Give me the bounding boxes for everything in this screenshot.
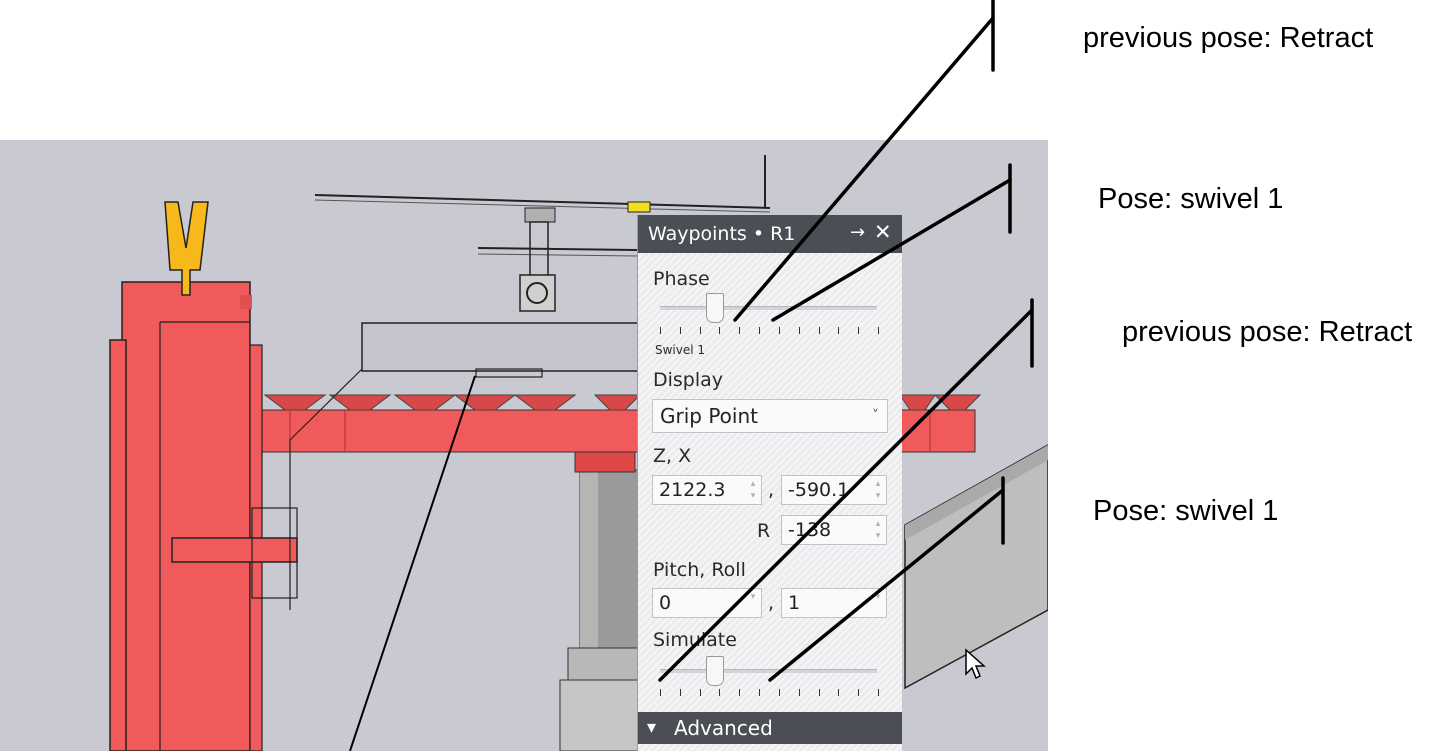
beam-mount xyxy=(574,451,636,473)
phase-label: Phase xyxy=(653,268,710,290)
slider-tick xyxy=(719,327,720,334)
yellow-marker xyxy=(627,201,651,213)
simulate-slider-ticks xyxy=(660,689,880,697)
x-value: -590.1 xyxy=(788,479,850,501)
display-select-value: Grip Point xyxy=(660,404,758,428)
slider-tick xyxy=(878,327,879,334)
slider-tick xyxy=(838,327,839,334)
phase-slider-ticks xyxy=(660,327,880,335)
red-arm-stub xyxy=(171,537,298,563)
red-machine xyxy=(121,281,251,751)
phase-slider-track[interactable] xyxy=(660,306,877,310)
tool-bar xyxy=(477,247,641,251)
chevron-circle-down-icon: ▾ xyxy=(647,717,657,738)
slider-tick xyxy=(660,689,661,696)
phase-slider-thumb[interactable] xyxy=(706,293,725,323)
slider-tick xyxy=(739,327,740,334)
pin-icon[interactable]: → xyxy=(850,222,866,243)
panel-titlebar[interactable]: Waypoints • R1 → ✕ xyxy=(638,215,902,253)
z-field[interactable]: 2122.3 ▴ ▾ xyxy=(652,475,762,505)
advanced-label: Advanced xyxy=(674,716,773,740)
r-label: R xyxy=(757,520,771,542)
pitch-stepper-icon[interactable]: ▾ xyxy=(750,592,756,602)
slider-tick xyxy=(819,689,820,696)
pitch-roll-label: Pitch, Roll xyxy=(653,559,746,581)
simulate-label: Simulate xyxy=(653,629,737,651)
slider-tick xyxy=(858,327,859,334)
annotation-previous-pose-1: previous pose: Retract xyxy=(1083,22,1374,54)
yellow-gripper xyxy=(164,201,209,296)
r-field[interactable]: -138 ▴ ▾ xyxy=(781,515,887,545)
column-highlight xyxy=(580,470,598,651)
slider-tick xyxy=(838,689,839,696)
housing-slot xyxy=(475,368,543,378)
slider-tick xyxy=(819,327,820,334)
slider-tick xyxy=(858,689,859,696)
column-base-lower xyxy=(559,679,641,751)
z-value: 2122.3 xyxy=(659,479,726,501)
slider-tick xyxy=(700,689,701,696)
robot-housing xyxy=(361,322,639,372)
slider-tick xyxy=(779,327,780,334)
slider-tick xyxy=(680,689,681,696)
x-stepper-icon[interactable]: ▴ ▾ xyxy=(875,479,881,501)
roll-stepper-icon[interactable]: ▾ xyxy=(875,592,881,602)
panel-title: Waypoints • R1 xyxy=(648,223,796,245)
slider-tick xyxy=(759,689,760,696)
zx-label: Z, X xyxy=(653,445,692,467)
phase-value-label: Swivel 1 xyxy=(655,343,706,357)
simulate-slider-track[interactable] xyxy=(660,669,877,673)
wrist-joint xyxy=(519,274,556,312)
pitch-field[interactable]: 0 ▾ xyxy=(652,588,762,618)
slider-tick xyxy=(799,689,800,696)
r-value: -138 xyxy=(788,519,832,541)
mouse-cursor-icon xyxy=(965,648,986,680)
slider-tick xyxy=(878,689,879,696)
r-stepper-icon[interactable]: ▴ ▾ xyxy=(875,519,881,541)
advanced-section-header[interactable]: ▾ Advanced xyxy=(638,712,902,744)
annotation-pose-swivel-2: Pose: swivel 1 xyxy=(1093,495,1279,527)
z-stepper-icon[interactable]: ▴ ▾ xyxy=(750,479,756,501)
slider-tick xyxy=(660,327,661,334)
simulate-slider-thumb[interactable] xyxy=(706,656,725,686)
roll-value: 1 xyxy=(788,592,801,614)
annotation-previous-pose-2: previous pose: Retract xyxy=(1122,316,1413,348)
slider-tick xyxy=(779,689,780,696)
display-label: Display xyxy=(653,369,724,391)
annotation-pose-swivel-1: Pose: swivel 1 xyxy=(1098,183,1284,215)
chevron-down-icon: ˅ xyxy=(872,408,879,424)
pitch-value: 0 xyxy=(659,592,672,614)
waypoints-panel: Waypoints • R1 → ✕ Phase Swivel 1 Displa… xyxy=(637,215,902,751)
close-icon[interactable]: ✕ xyxy=(874,220,892,244)
zx-separator: , xyxy=(768,479,775,501)
slider-tick xyxy=(759,327,760,334)
robot-arm xyxy=(314,194,771,209)
roll-field[interactable]: 1 ▾ xyxy=(781,588,887,618)
slider-tick xyxy=(700,327,701,334)
slider-tick xyxy=(799,327,800,334)
slider-tick xyxy=(719,689,720,696)
pitch-roll-separator: , xyxy=(768,592,775,614)
display-select[interactable]: Grip Point ˅ xyxy=(652,399,888,433)
slider-tick xyxy=(739,689,740,696)
slider-tick xyxy=(680,327,681,334)
x-field[interactable]: -590.1 ▴ ▾ xyxy=(781,475,887,505)
